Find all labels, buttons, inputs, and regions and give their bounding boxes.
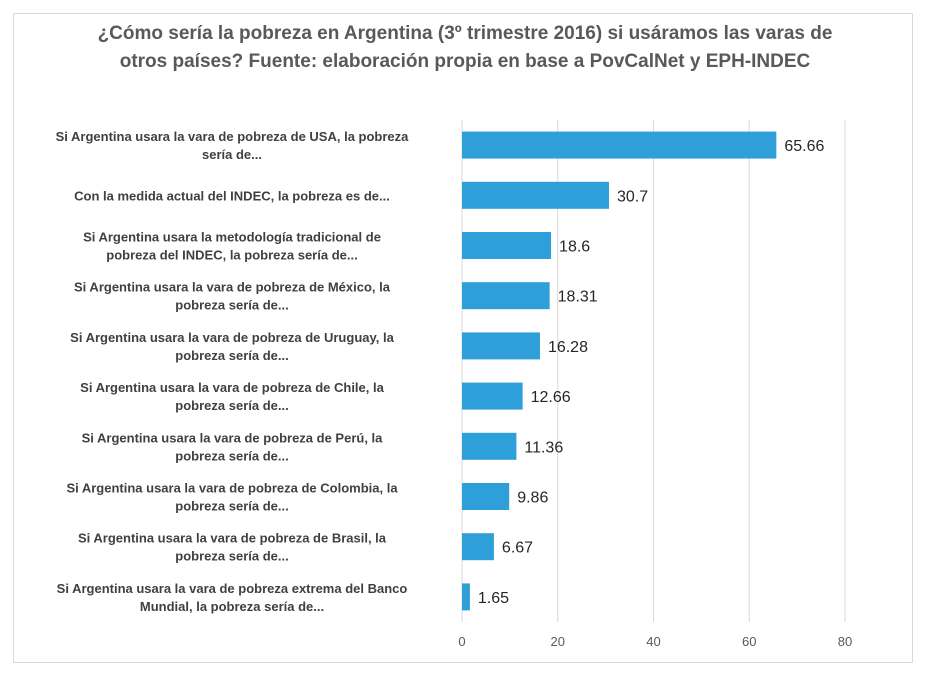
category-label-line: Con la medida actual del INDEC, la pobre… (74, 188, 390, 203)
category-label-line: Si Argentina usara la vara de pobreza de… (78, 531, 387, 546)
category-label-line: Mundial, la pobreza sería de... (140, 599, 324, 614)
chart-title: ¿Cómo sería la pobreza en Argentina (3º … (97, 23, 833, 72)
category-label: Si Argentina usara la vara de pobreza de… (80, 380, 384, 413)
x-tick-label: 0 (458, 634, 465, 649)
bar (462, 533, 494, 561)
data-label: 18.31 (558, 289, 598, 306)
x-tick-label: 40 (646, 634, 660, 649)
category-label-line: sería de... (202, 147, 262, 162)
category-label-line: Si Argentina usara la vara de pobreza de… (82, 430, 384, 445)
x-tick-label: 20 (551, 634, 565, 649)
x-tick-label: 60 (742, 634, 756, 649)
data-label: 9.86 (517, 490, 548, 507)
bar (462, 282, 550, 310)
bar (462, 232, 552, 259)
data-label: 30.7 (617, 188, 648, 205)
category-label-line: pobreza sería de... (175, 499, 288, 514)
category-label: Con la medida actual del INDEC, la pobre… (74, 188, 390, 203)
category-label: Si Argentina usara la vara de pobreza de… (56, 129, 410, 162)
category-label: Si Argentina usara la vara de pobreza de… (78, 531, 387, 564)
category-label-line: pobreza sería de... (175, 298, 288, 313)
data-label: 16.28 (548, 339, 588, 356)
category-label: Si Argentina usara la vara de pobreza de… (74, 280, 391, 313)
category-label-line: Si Argentina usara la vara de pobreza ex… (57, 581, 408, 596)
data-label: 1.65 (478, 590, 509, 607)
bar (462, 332, 540, 360)
category-label-line: Si Argentina usara la metodología tradic… (83, 230, 381, 245)
bar (462, 131, 777, 159)
category-label-line: Si Argentina usara la vara de pobreza de… (70, 330, 394, 345)
category-label: Si Argentina usara la metodología tradic… (83, 230, 381, 263)
bar (462, 483, 510, 510)
bar (462, 181, 609, 209)
category-label-line: pobreza sería de... (175, 448, 288, 463)
category-label-line: pobreza del INDEC, la pobreza sería de..… (106, 248, 357, 263)
category-label-line: Si Argentina usara la vara de pobreza de… (80, 380, 384, 395)
data-label: 6.67 (502, 540, 533, 557)
category-label-line: pobreza sería de... (175, 348, 288, 363)
category-label: Si Argentina usara la vara de pobreza de… (66, 481, 398, 514)
data-label: 12.66 (531, 389, 571, 406)
data-label: 11.36 (524, 439, 563, 456)
x-tick-label: 80 (838, 634, 852, 649)
category-label-line: pobreza sería de... (175, 398, 288, 413)
data-label: 18.6 (559, 239, 590, 256)
bar (462, 583, 470, 611)
category-label-line: Si Argentina usara la vara de pobreza de… (74, 280, 391, 295)
bar (462, 382, 523, 410)
category-label: Si Argentina usara la vara de pobreza de… (82, 430, 384, 463)
category-label-line: pobreza sería de... (175, 549, 288, 564)
bar (462, 432, 517, 460)
category-label: Si Argentina usara la vara de pobreza de… (70, 330, 394, 363)
data-label: 65.66 (784, 138, 824, 155)
category-label: Si Argentina usara la vara de pobreza ex… (57, 581, 408, 614)
category-label-line: Si Argentina usara la vara de pobreza de… (66, 481, 398, 496)
category-label-line: Si Argentina usara la vara de pobreza de… (56, 129, 410, 144)
